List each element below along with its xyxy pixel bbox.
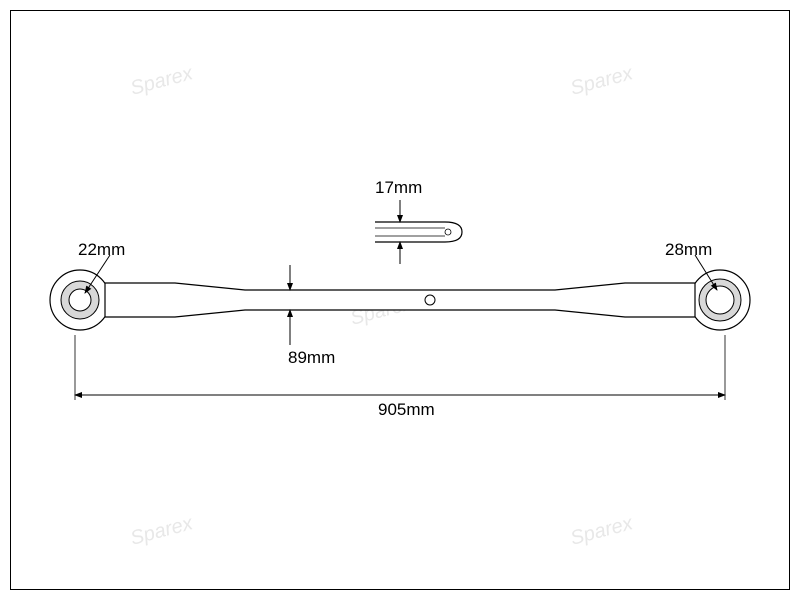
dimension-top-clip: 17mm	[375, 178, 422, 198]
dimension-width: 89mm	[288, 348, 335, 368]
technical-drawing	[0, 0, 800, 600]
dimension-left-hole: 22mm	[78, 240, 125, 260]
dimension-length: 905mm	[378, 400, 435, 420]
dimension-right-hole: 28mm	[665, 240, 712, 260]
